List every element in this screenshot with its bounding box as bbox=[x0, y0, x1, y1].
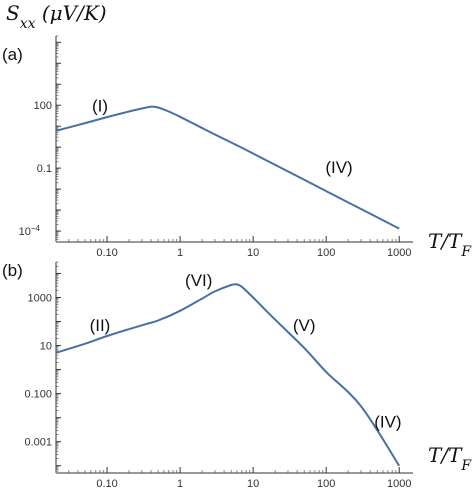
y-tick-label: 1000 bbox=[28, 293, 52, 305]
x-tick-label: 1000 bbox=[387, 247, 411, 259]
y-tick-label: 0.1 bbox=[37, 163, 52, 175]
region-label: (I) bbox=[92, 97, 108, 116]
y-tick-label: 0.100 bbox=[24, 389, 52, 401]
panel-label-a: (a) bbox=[2, 45, 23, 64]
y-tick-label: 10−4 bbox=[19, 224, 41, 239]
region-label: (IV) bbox=[374, 412, 401, 431]
x-tick-label: 10 bbox=[247, 247, 259, 259]
x-tick-label: 10 bbox=[247, 478, 259, 488]
region-label: (IV) bbox=[325, 158, 352, 177]
x-axis-title-a: T/TF bbox=[428, 229, 472, 260]
y-tick-label: 0.001 bbox=[24, 437, 52, 449]
x-tick-label: 1 bbox=[177, 478, 183, 488]
panel-b: 0.10 1 10 100 1000 1000 10 0.100 0.001 (II) (VI) (V… bbox=[24, 261, 413, 488]
x-tick-label: 100 bbox=[317, 247, 335, 259]
x-tick-label: 0.10 bbox=[96, 478, 117, 488]
y-axis-title-a: Sxx (μV/K) bbox=[6, 1, 107, 32]
x-tick-label: 1 bbox=[177, 247, 183, 259]
region-label: (V) bbox=[293, 316, 316, 335]
panel-label-b: (b) bbox=[2, 261, 23, 280]
x-tick-label: 0.10 bbox=[96, 247, 117, 259]
panel-a: 0.10 1 10 100 1000 100 0.1 10−4 (I) (IV) bbox=[19, 35, 413, 259]
x-tick-label: 1000 bbox=[387, 478, 411, 488]
x-tick-label: 100 bbox=[317, 478, 335, 488]
y-tick-label: 100 bbox=[34, 100, 52, 112]
series-line bbox=[55, 283, 401, 467]
region-label: (VI) bbox=[185, 271, 212, 290]
x-axis-title-b: T/TF bbox=[428, 443, 472, 474]
series-line bbox=[55, 105, 400, 230]
y-tick-label: 10 bbox=[40, 341, 52, 353]
region-label: (II) bbox=[90, 316, 111, 335]
